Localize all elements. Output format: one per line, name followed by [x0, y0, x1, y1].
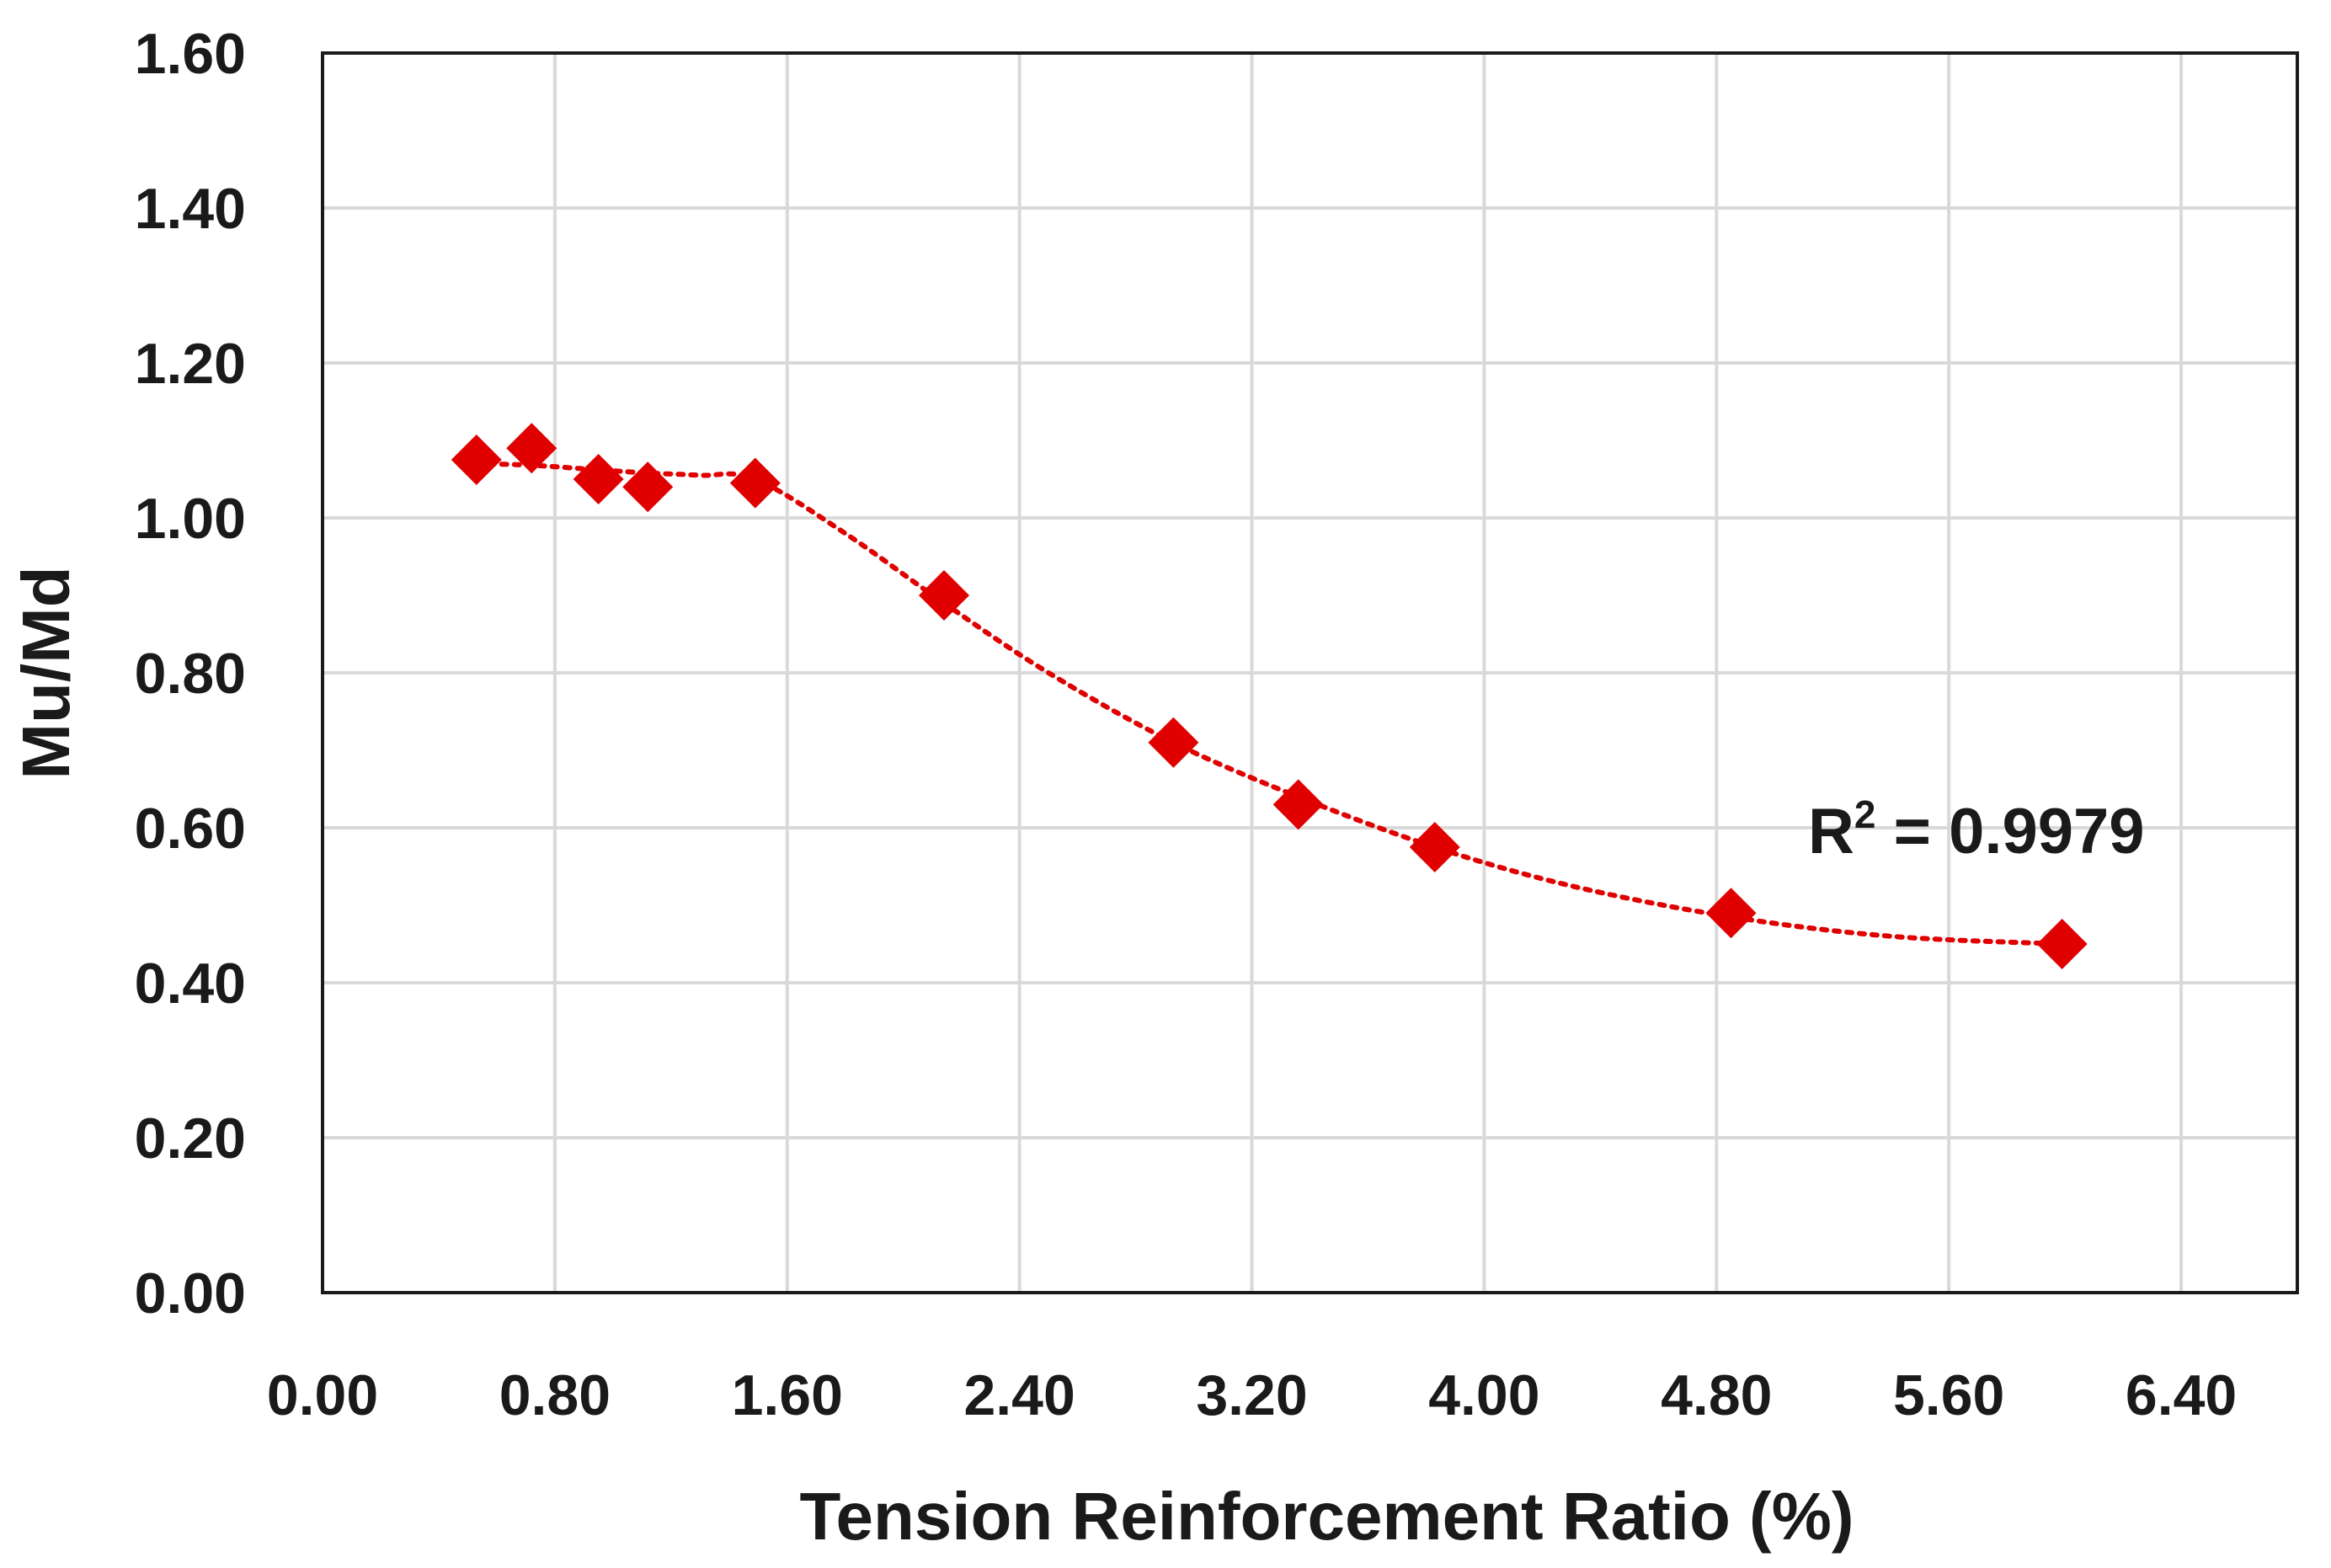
x-tick-label: 0.00	[267, 1363, 378, 1427]
grid-lines	[323, 53, 2297, 1293]
r-squared-value: = 0.9979	[1875, 796, 2144, 867]
y-tick-label: 1.20	[135, 332, 246, 396]
data-point-diamond	[1705, 888, 1757, 939]
x-tick-label: 4.80	[1661, 1363, 1772, 1427]
y-axis-tick-labels: 0.00 0.20 0.40 0.60 0.80 1.00 1.20 1.40 1.60	[135, 22, 246, 1325]
x-tick-label: 2.40	[963, 1363, 1075, 1427]
data-point-diamond	[729, 457, 781, 509]
x-tick-label: 1.60	[732, 1363, 843, 1427]
y-tick-label: 1.00	[135, 487, 246, 551]
data-point-diamond	[506, 423, 557, 474]
x-axis-tick-labels: 0.00 0.80 1.60 2.40 3.20 4.00 4.80 5.60 6.40	[267, 1363, 2237, 1427]
y-tick-label: 0.60	[135, 797, 246, 861]
x-tick-label: 5.60	[1893, 1363, 2004, 1427]
y-tick-label: 0.40	[135, 952, 246, 1016]
data-point-diamond	[2036, 919, 2088, 969]
data-point-diamond	[1272, 779, 1324, 830]
data-point-diamond	[1148, 717, 1199, 768]
data-point-diamond	[573, 454, 624, 504]
r-squared-superscript: 2	[1854, 792, 1876, 836]
x-tick-label: 6.40	[2126, 1363, 2237, 1427]
y-tick-label: 1.60	[135, 22, 246, 86]
x-axis-title: Tension Reinforcement Ratio (%)	[800, 1479, 1854, 1554]
plot-area-frame	[321, 51, 2299, 1294]
data-point-diamond	[918, 570, 969, 621]
y-tick-label: 0.20	[135, 1107, 246, 1171]
x-tick-label: 3.20	[1196, 1363, 1307, 1427]
r-squared-prefix: R	[1808, 796, 1854, 867]
data-point-diamond	[451, 435, 502, 485]
y-axis-title: Mu/Md	[8, 566, 83, 779]
trendline	[473, 461, 2065, 947]
r-squared-annotation: R2 = 0.9979	[1808, 792, 2145, 867]
data-point-diamond	[1409, 822, 1460, 872]
x-tick-label: 0.80	[499, 1363, 611, 1427]
trendline-layer	[473, 461, 2065, 947]
y-tick-label: 0.80	[135, 642, 246, 706]
y-tick-label: 1.40	[135, 177, 246, 241]
data-point-diamond	[622, 461, 674, 513]
y-tick-label: 0.00	[135, 1261, 246, 1325]
data-points	[451, 423, 2088, 969]
x-tick-label: 4.00	[1428, 1363, 1539, 1427]
